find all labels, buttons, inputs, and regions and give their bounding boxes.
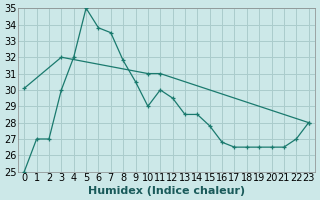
X-axis label: Humidex (Indice chaleur): Humidex (Indice chaleur)	[88, 186, 245, 196]
